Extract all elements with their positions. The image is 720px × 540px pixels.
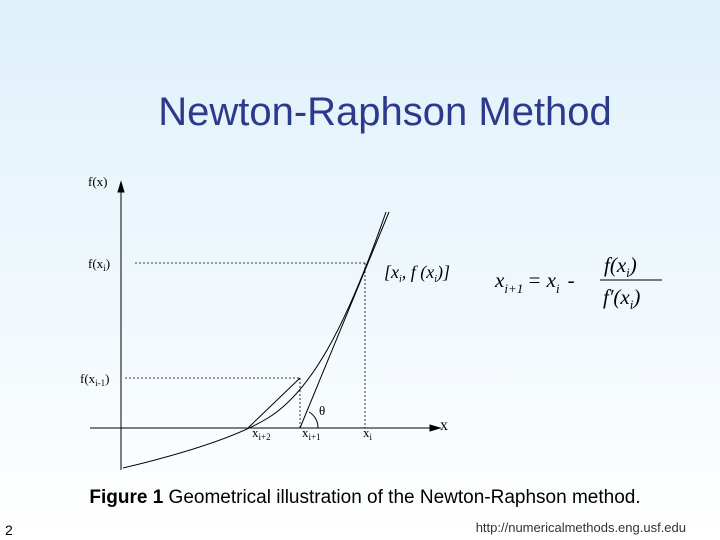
numerator: f(xi) (604, 253, 637, 280)
arrow (429, 424, 442, 432)
url: http://numericalmethods.eng.usf.edu (476, 520, 686, 535)
formula: xi+1 = xi - f(xi) f′(xi) (494, 253, 662, 312)
x-axis-label: x (440, 417, 448, 434)
caption: Figure 1 Geometrical illustration of the… (89, 487, 640, 508)
x-label: xi+2 (252, 425, 271, 442)
graph (90, 180, 442, 470)
angle-arc (308, 411, 319, 429)
arrow (117, 180, 125, 193)
page-number: 2 (5, 522, 13, 538)
angle-label: θ (319, 403, 325, 418)
y-label: f(xi-1) (80, 371, 110, 388)
denominator: f′(xi) (603, 285, 640, 312)
x-label: xi (363, 425, 373, 442)
y-axis-label: f(x) (88, 174, 108, 189)
point-label: [xi, f (xi)] (384, 262, 450, 285)
tangent (299, 211, 390, 429)
tangent (247, 377, 301, 429)
graph-labels: f(x) x f(xi) f(xi-1) xi+2 xi+1 xi θ [xi,… (80, 174, 450, 442)
x-label: xi+1 (302, 425, 321, 442)
y-label: f(xi) (88, 256, 110, 273)
formula-lhs: xi+1 = xi - (494, 268, 575, 296)
title: Newton-Raphson Method (158, 90, 612, 134)
curve (122, 211, 387, 469)
